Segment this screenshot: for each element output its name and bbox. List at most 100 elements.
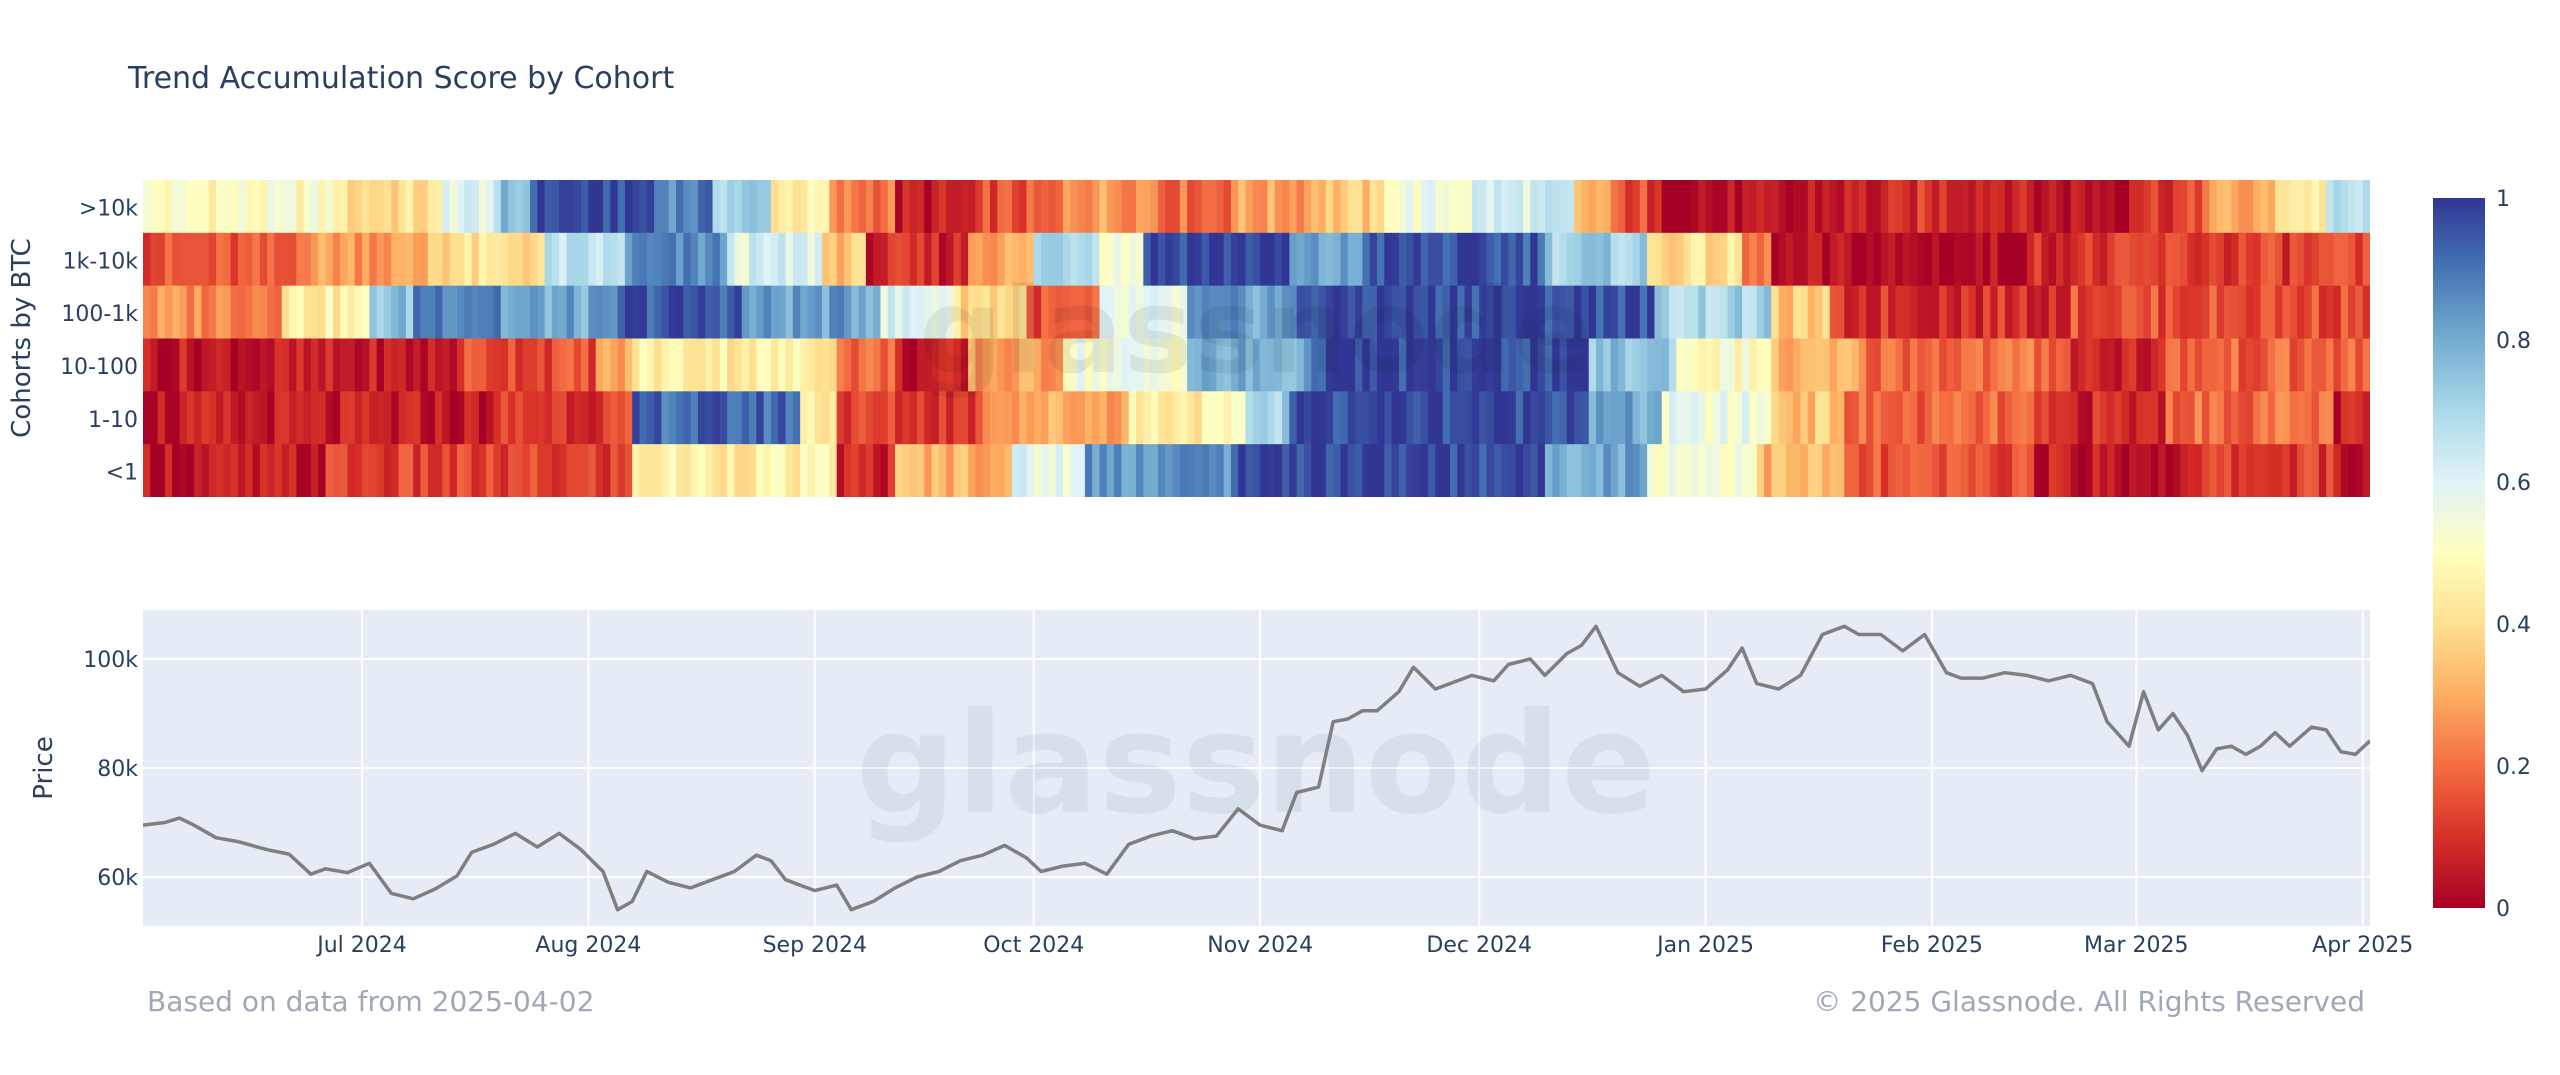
heatmap-cell [1033, 391, 1042, 445]
heatmap-cell [1179, 391, 1188, 445]
heatmap-cell [1961, 285, 1970, 339]
heatmap-cell [1705, 232, 1714, 287]
heatmap-cell [1136, 391, 1144, 445]
heatmap-cell [2143, 180, 2152, 234]
heatmap-cell [1303, 232, 1312, 287]
heatmap-cell [559, 338, 568, 392]
heatmap-cell [1807, 232, 1816, 287]
heatmap-cell [1121, 232, 1130, 287]
heatmap-cell [1983, 232, 1991, 287]
heatmap-cell [1559, 391, 1568, 445]
heatmap-cell [668, 444, 677, 497]
heatmap-cell [865, 338, 874, 392]
heatmap-cell [1946, 338, 1955, 392]
heatmap-cell [2187, 180, 2196, 234]
heatmap-cell [1566, 232, 1575, 287]
heatmap-cell [267, 180, 276, 234]
heatmap-cell [719, 285, 728, 339]
heatmap-cell [712, 338, 721, 392]
heatmap-cell [1070, 232, 1079, 287]
heatmap-cell [909, 180, 918, 234]
heatmap-cell [785, 391, 794, 445]
heatmap-cell [259, 285, 268, 339]
heatmap-cell [697, 391, 706, 445]
heatmap-cell [237, 180, 246, 234]
heatmap-cell [1398, 285, 1407, 339]
heatmap-cell [186, 391, 195, 445]
heatmap-cell [595, 232, 604, 287]
heatmap-cell [2231, 232, 2240, 287]
heatmap-cell [624, 444, 633, 497]
heatmap-cell [1807, 285, 1816, 339]
heatmap-cell [661, 444, 670, 497]
heatmap-cell [2158, 444, 2167, 497]
heatmap-cell [909, 444, 918, 497]
heatmap-cell [1800, 444, 1809, 497]
heatmap-cell [1676, 391, 1685, 445]
heatmap-cell [1362, 232, 1371, 287]
heatmap-cell [2041, 232, 2050, 287]
heatmap-cell [2333, 180, 2342, 234]
heatmap-cell [1486, 232, 1495, 287]
heatmap-cell [1406, 338, 1415, 392]
heatmap-cell [2180, 232, 2189, 287]
heatmap-cell [369, 391, 378, 445]
heatmap-cell [427, 285, 436, 339]
heatmap-cell [1449, 180, 1458, 234]
heatmap-cell [369, 338, 378, 392]
heatmap-cell [676, 285, 684, 339]
heatmap-cell [1946, 232, 1955, 287]
heatmap-cell [194, 285, 203, 339]
heatmap-cell [2136, 180, 2145, 234]
heatmap-cell [624, 285, 633, 339]
heatmap-cell [157, 180, 166, 234]
heatmap-cell [1588, 285, 1597, 339]
heatmap-cell [741, 391, 750, 445]
heatmap-cell [2282, 180, 2291, 234]
heatmap-cell [916, 285, 925, 339]
heatmap-cell [916, 444, 925, 497]
heatmap-cell [1099, 338, 1108, 392]
heatmap-cell [1464, 338, 1473, 392]
heatmap-cell [551, 232, 560, 287]
heatmap-cell [858, 285, 867, 339]
heatmap-cell [1873, 338, 1882, 392]
heatmap-cell [179, 180, 188, 234]
heatmap-cell [471, 180, 480, 234]
heatmap-cell [1063, 180, 1071, 234]
heatmap-cell [515, 285, 524, 339]
heatmap-cell [1625, 338, 1634, 392]
heatmap-cell [2253, 338, 2262, 392]
heatmap-cell [208, 338, 217, 392]
heatmap-cell [843, 444, 852, 497]
heatmap-cell [427, 232, 436, 287]
heatmap-cell [1873, 391, 1882, 445]
heatmap-cell [1836, 391, 1845, 445]
heatmap-cell [1895, 285, 1904, 339]
heatmap-cell [2114, 338, 2123, 392]
heatmap-cell [2238, 391, 2247, 445]
heatmap-cell [2150, 444, 2159, 497]
heatmap-cell [2202, 232, 2210, 287]
heatmap-cell [2056, 338, 2064, 392]
heatmap-cell [2150, 232, 2159, 287]
heatmap-cell [756, 180, 765, 234]
heatmap-cell [1216, 338, 1225, 392]
heatmap-cell [186, 180, 195, 234]
heatmap-cell [2311, 232, 2320, 287]
heatmap-cell [1216, 444, 1225, 497]
heatmap-cell [639, 444, 648, 497]
heatmap-cell [960, 232, 969, 287]
heatmap-cell [1537, 180, 1546, 234]
heatmap-cell [1391, 444, 1400, 497]
heatmap-cell [478, 444, 487, 497]
heatmap-cell [486, 391, 495, 445]
heatmap-cell [1508, 444, 1517, 497]
heatmap-cell [1077, 391, 1086, 445]
heatmap-cell [1245, 338, 1254, 392]
heatmap-cell [2048, 180, 2057, 234]
heatmap-cell [2355, 180, 2364, 234]
heatmap-cell [836, 232, 845, 287]
heatmap-cell [1449, 391, 1458, 445]
heatmap-cell [405, 391, 414, 445]
